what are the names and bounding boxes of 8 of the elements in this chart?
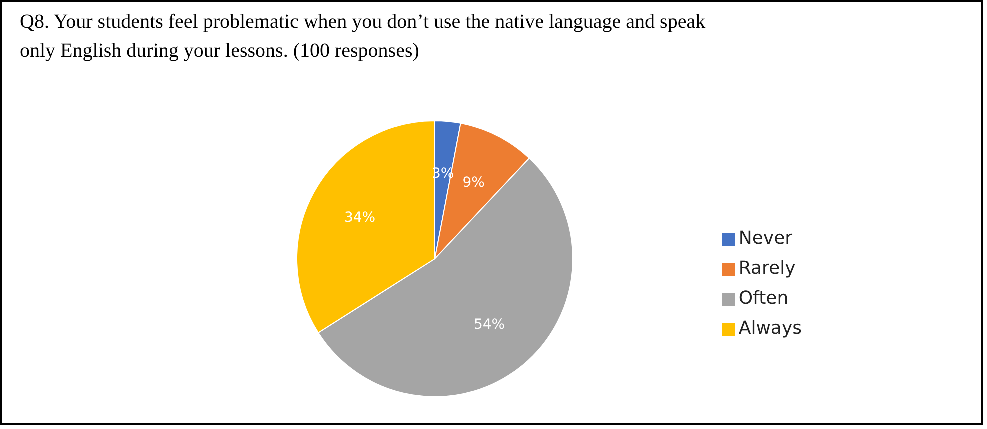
legend-label: Often [738,288,789,309]
legend-label: Never [738,228,793,249]
chart-title: Q8. Your students feel problematic when you don’t use the native language and speak only English during your lessons. (100 responses) [20,10,707,64]
data-label: 9% [462,174,485,191]
legend-label: Rarely [738,258,796,279]
data-label: 54% [474,316,506,333]
data-label: 34% [344,210,376,226]
legend-label: Always [738,318,802,339]
